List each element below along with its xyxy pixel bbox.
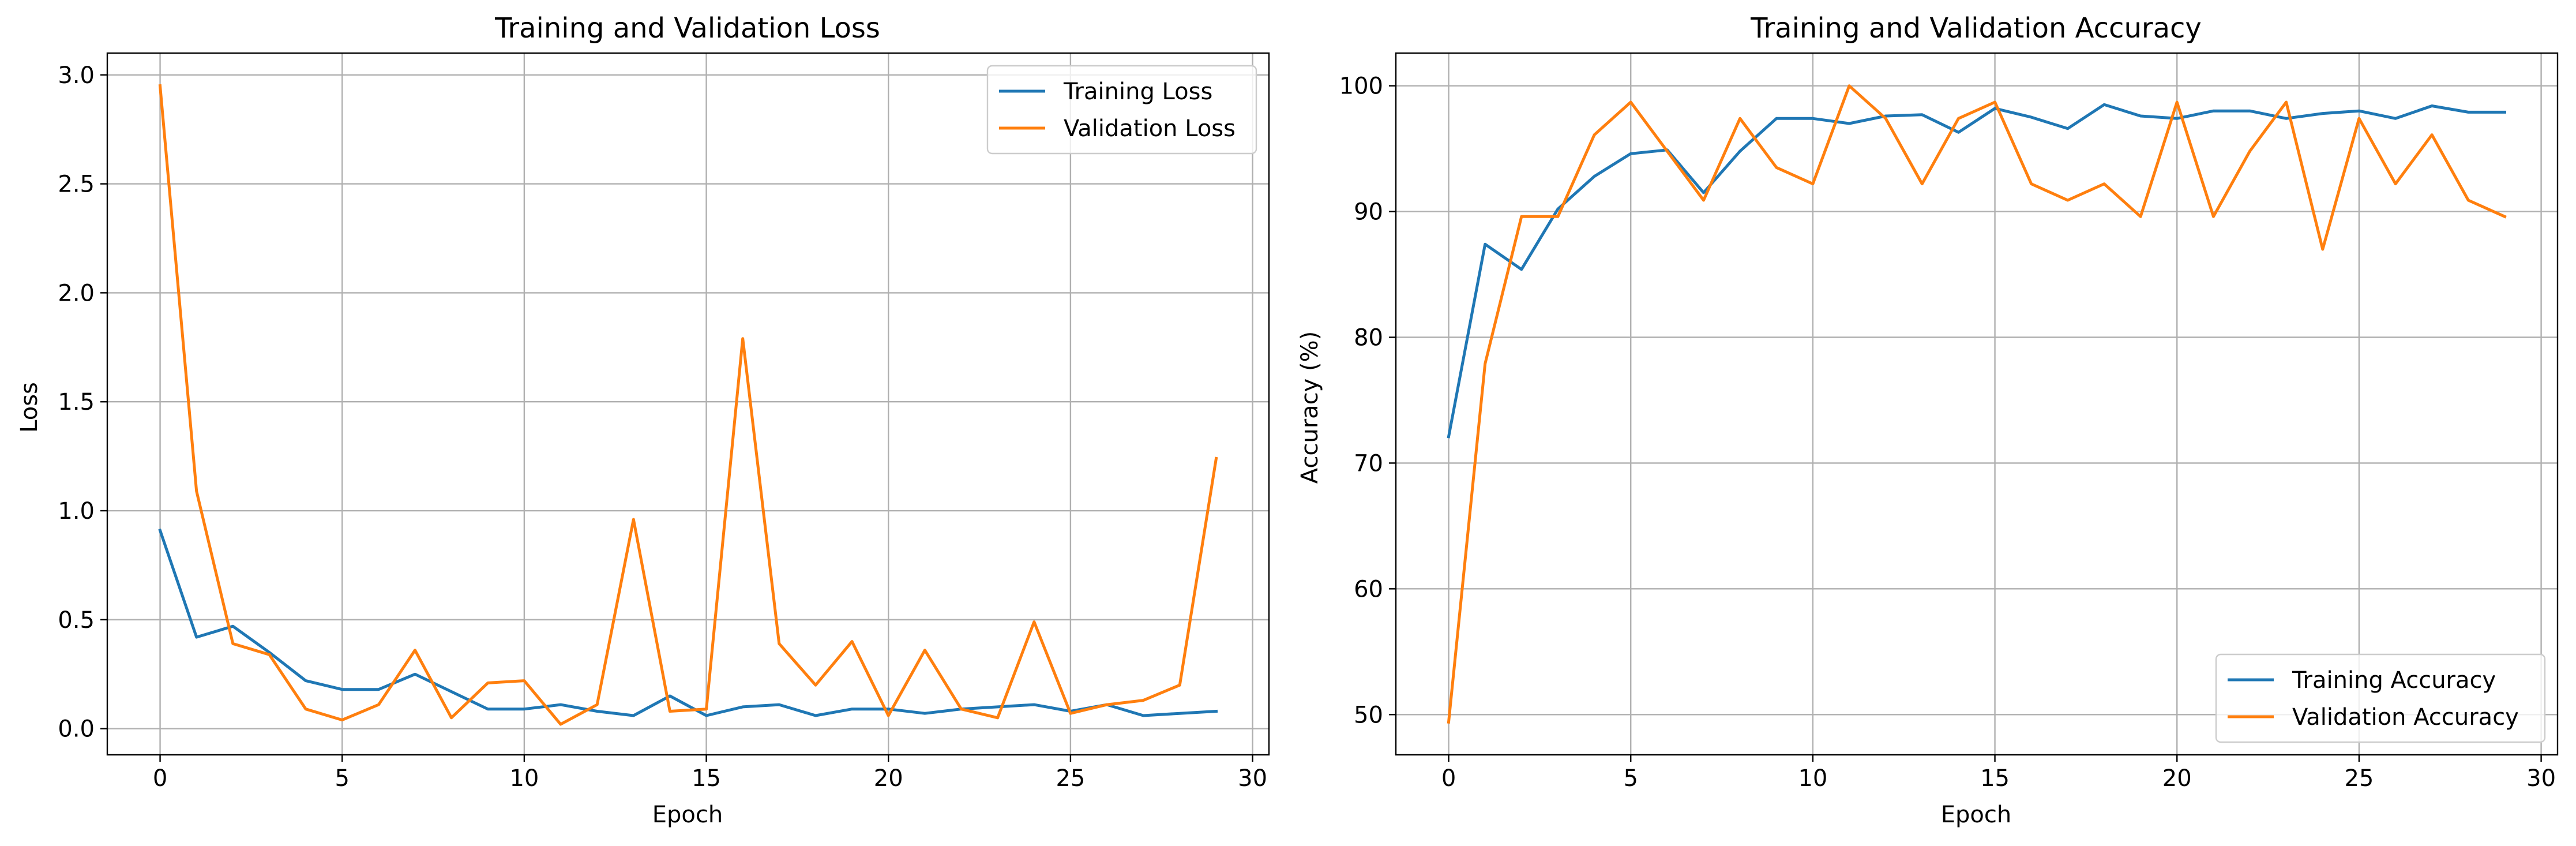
loss-series (158, 84, 1218, 726)
loss-x-tick-label: 20 (874, 765, 903, 792)
loss-y-tick-label: 3.0 (58, 62, 95, 89)
loss-x-axis-label: Epoch (652, 802, 723, 828)
accuracy-x-tick-label: 20 (2162, 765, 2192, 792)
accuracy-x-tick-label: 15 (1980, 765, 2010, 792)
loss-y-tick-label: 1.5 (58, 389, 95, 415)
accuracy-legend: Training Accuracy Validation Accuracy (2215, 653, 2546, 743)
accuracy-y-tick-label: 80 (1354, 325, 1383, 351)
loss-x-tick-label: 25 (1056, 765, 1085, 792)
accuracy-y-axis-label: Accuracy (%) (1297, 331, 1323, 484)
accuracy-y-tick-label: 90 (1354, 199, 1383, 226)
loss-x-tick-label: 0 (153, 765, 167, 792)
accuracy-axes-frame (1395, 52, 2559, 756)
accuracy-x-axis-label: Epoch (1941, 802, 2011, 828)
training-loss-legend-label: Training Loss (1063, 78, 1212, 105)
accuracy-ticks: 0 5 10 15 20 25 30 50 60 70 80 90 100 (1339, 73, 2556, 792)
loss-ticks: 0 5 10 15 20 25 30 0.0 0.5 1.0 1.5 2.0 2.5 3.0 (58, 62, 1267, 792)
loss-chart-panel: Training and Validation Loss Epoch Loss … (16, 12, 1270, 828)
training-accuracy-legend-label: Training Accuracy (2292, 667, 2496, 694)
loss-y-tick-label: 2.0 (58, 280, 95, 306)
accuracy-legend-box (2215, 653, 2546, 743)
loss-y-tick-label: 0.0 (58, 716, 95, 743)
validation-loss-legend-label: Validation Loss (1064, 115, 1236, 142)
loss-y-tick-label: 1.0 (58, 498, 95, 525)
loss-axes-frame (106, 52, 1270, 756)
accuracy-x-tick-label: 10 (1798, 765, 1827, 792)
accuracy-y-tick-label: 100 (1339, 73, 1383, 100)
accuracy-y-tick-label: 70 (1354, 450, 1383, 477)
loss-y-tick-label: 2.5 (58, 171, 95, 198)
loss-x-tick-label: 30 (1238, 765, 1267, 792)
validation-accuracy-legend-label: Validation Accuracy (2292, 704, 2519, 731)
accuracy-x-tick-label: 0 (1441, 765, 1456, 792)
loss-y-axis-label: Loss (16, 382, 43, 433)
loss-x-tick-label: 15 (692, 765, 721, 792)
accuracy-x-tick-label: 5 (1623, 765, 1638, 792)
accuracy-x-tick-label: 25 (2344, 765, 2374, 792)
accuracy-y-tick-label: 60 (1354, 576, 1383, 602)
training-accuracy-line (1447, 103, 2506, 439)
loss-x-tick-label: 10 (509, 765, 539, 792)
accuracy-series (1447, 84, 2507, 724)
validation-accuracy-line (1447, 84, 2507, 724)
loss-legend: Training Loss Validation Loss (986, 65, 1257, 155)
validation-loss-line (158, 84, 1218, 726)
loss-x-tick-label: 5 (335, 765, 349, 792)
loss-y-tick-label: 0.5 (58, 607, 95, 634)
accuracy-y-tick-label: 50 (1354, 702, 1383, 728)
loss-legend-box (986, 65, 1257, 155)
accuracy-grid (1396, 53, 2558, 755)
accuracy-chart-title: Training and Validation Accuracy (1750, 12, 2202, 44)
training-loss-line (158, 528, 1218, 717)
loss-chart-title: Training and Validation Loss (494, 12, 880, 44)
accuracy-chart-panel: Training and Validation Accuracy Epoch A… (1297, 12, 2559, 828)
accuracy-x-tick-label: 30 (2526, 765, 2556, 792)
